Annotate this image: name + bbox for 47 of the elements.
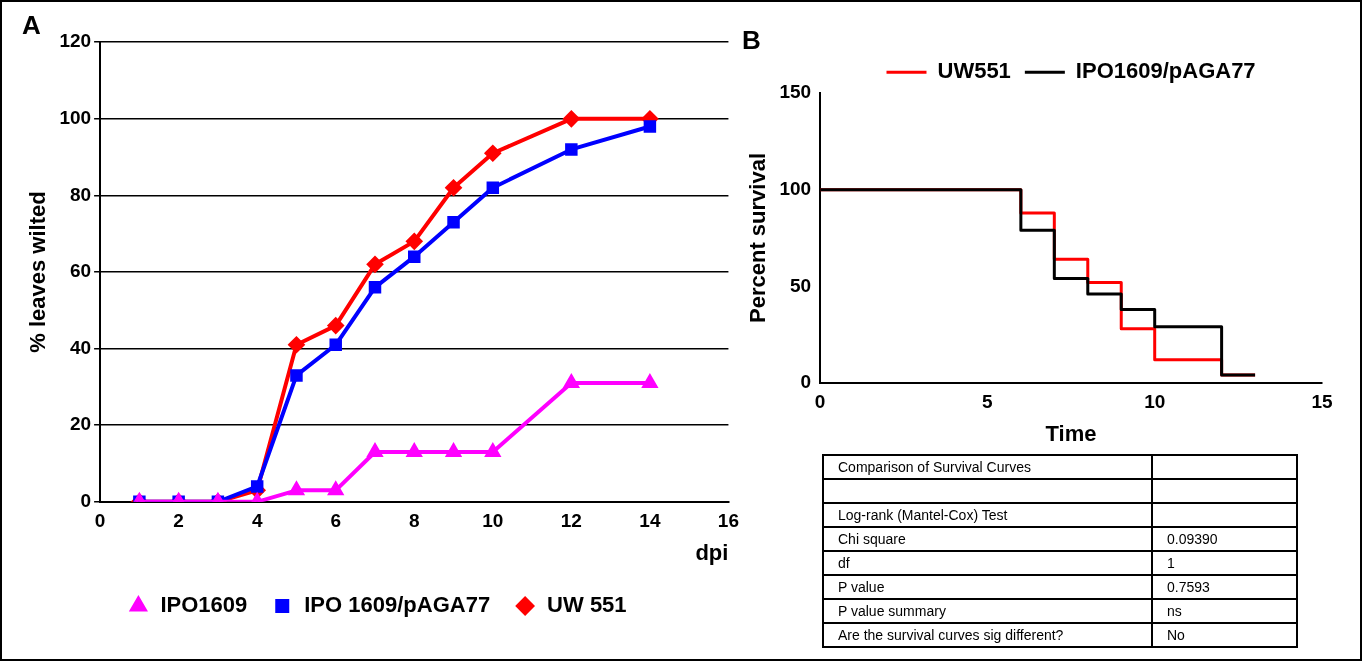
x-axis-title: Time [1045,420,1097,446]
legend-label: UW551 [937,58,1011,84]
text: P value [823,575,1152,599]
y-tick-label: 40 [69,336,92,358]
text: P value summary [823,599,1152,623]
x-tick-label: 16 [717,510,739,532]
x-axis-title: dpi [695,539,729,565]
x-tick-label: 8 [408,510,420,532]
legend-label: UW 551 [547,592,627,618]
y-tick-label: 150 [779,81,812,103]
y-tick-label: 80 [69,183,92,205]
text: df [823,551,1152,575]
y-tick-label: 100 [59,107,92,129]
chart-title: B [742,24,761,55]
y-axis-title: % leaves wilted [25,191,51,353]
text: No [1152,623,1297,647]
x-tick-label: 10 [1144,391,1166,413]
text: Chi square [823,527,1152,551]
chart-title: A [22,9,41,40]
y-tick-label: 120 [59,30,92,52]
text: 0.09390 [1152,527,1297,551]
x-tick-label: 5 [982,391,994,413]
y-tick-label: 0 [800,371,812,393]
text: Log-rank (Mantel-Cox) Test [823,503,1152,527]
text: 1 [1152,551,1297,575]
legend-label: IPO 1609/pAGA77 [304,592,491,618]
x-tick-label: 4 [251,510,263,532]
y-axis-title: Percent survival [745,153,771,323]
legend-label: IPO1609/pAGA77 [1075,58,1256,84]
x-tick-label: 0 [814,391,826,413]
x-tick-label: 10 [482,510,504,532]
text: Comparison of Survival Curves [823,455,1152,479]
y-tick-label: 50 [789,274,812,296]
x-tick-label: 2 [173,510,184,532]
x-tick-label: 6 [330,510,342,532]
text: Are the survival curves sig different? [823,623,1152,647]
y-tick-label: 60 [69,260,92,282]
legend-label: IPO1609 [160,592,248,618]
y-tick-label: 100 [779,177,812,199]
text: 0.7593 [1152,575,1297,599]
x-tick-label: 0 [94,510,106,532]
x-tick-label: 14 [639,510,661,532]
text: ns [1152,599,1297,623]
x-tick-label: 15 [1311,391,1333,413]
y-tick-label: 20 [69,413,92,435]
y-tick-label: 0 [80,490,92,512]
x-tick-label: 12 [560,510,582,532]
